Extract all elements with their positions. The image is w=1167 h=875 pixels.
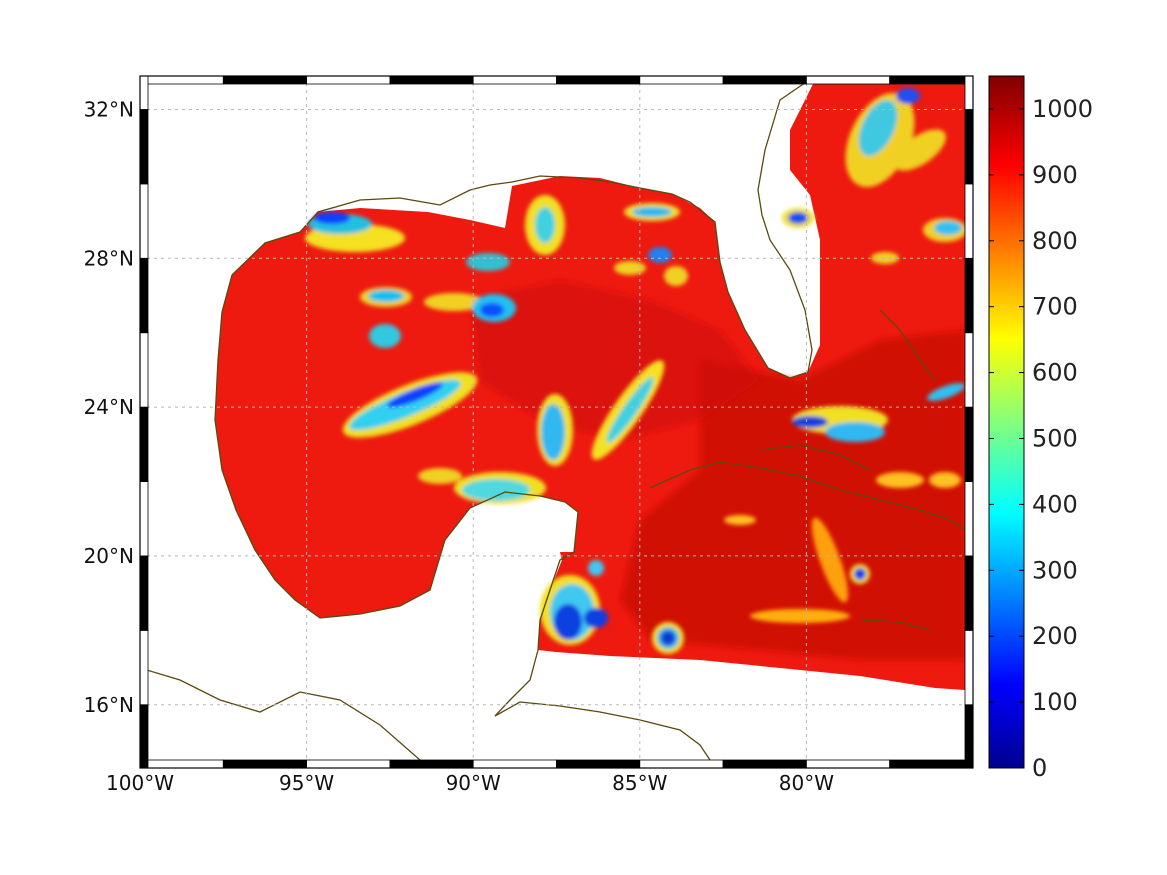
colorbar-tick-label: 100: [1032, 688, 1078, 716]
frame-segment-right: [964, 183, 974, 259]
frame-segment-left: [139, 481, 149, 557]
frame-segment-top: [139, 75, 224, 85]
frame-segment-top: [306, 75, 391, 85]
map-frame: [139, 75, 974, 769]
low-value-features: [305, 88, 967, 654]
frame-segment-left: [139, 183, 149, 259]
frame-segment-bottom: [889, 759, 974, 769]
frame-segment-top: [222, 75, 308, 85]
frame-segment-top: [389, 75, 474, 85]
colorbar-tick-label: 200: [1032, 622, 1078, 650]
frame-segment-bottom: [306, 759, 391, 769]
colorbar-gradient: [988, 75, 1025, 769]
frame-segment-right: [964, 406, 974, 482]
frame-outline: [139, 75, 974, 769]
frame-segment-top: [472, 75, 557, 85]
x-tick-labels: 100°W 95°W 90°W 85°W 80°W: [106, 771, 834, 795]
colorbar-tick-label: 1000: [1032, 95, 1093, 123]
colorbar-ticks: 0 100 200 300 400 500 600 700 800 900 1000: [989, 95, 1093, 782]
field-dark-center: [470, 280, 760, 440]
frame-segment-top: [722, 75, 807, 85]
frame-segment-left: [139, 332, 149, 408]
y-tick-labels: 32°N 28°N 24°N 20°N 16°N: [84, 97, 134, 716]
frame-segment-right: [964, 555, 974, 631]
frame-segment-left: [139, 704, 149, 769]
frame-segment-left: [139, 109, 149, 185]
y-tick-label: 20°N: [84, 544, 134, 568]
frame-segment-bottom: [639, 759, 724, 769]
frame-segment-top: [889, 75, 974, 85]
frame-segment-top: [556, 75, 641, 85]
coastlines: [140, 76, 966, 768]
x-tick-label: 90°W: [446, 771, 501, 795]
colorbar-tick-label: 300: [1032, 556, 1078, 584]
frame-segment-left: [139, 75, 149, 110]
frame-segment-right: [964, 629, 974, 706]
colorbar-tick-label: 900: [1032, 161, 1078, 189]
frame-segment-right: [964, 481, 974, 557]
frame-segment-bottom: [472, 759, 557, 769]
y-tick-label: 28°N: [84, 246, 134, 270]
colorbar-tick-label: 0: [1032, 754, 1047, 782]
frame-segment-right: [964, 109, 974, 185]
frame-segment-right: [964, 704, 974, 769]
x-tick-label: 100°W: [106, 771, 174, 795]
colorbar-tick-label: 500: [1032, 424, 1078, 452]
colorbar-tick-label: 800: [1032, 227, 1078, 255]
data-field: [140, 76, 967, 768]
colorbar-tick-label: 600: [1032, 359, 1078, 387]
frame-segment-bottom: [556, 759, 641, 769]
frame-segment-top: [639, 75, 724, 85]
colorbar-tick-label: 400: [1032, 490, 1078, 518]
x-tick-label: 85°W: [612, 771, 667, 795]
frame-segment-right: [964, 75, 974, 110]
frame-segment-top: [806, 75, 891, 85]
frame-segment-right: [964, 257, 974, 334]
frame-segment-left: [139, 629, 149, 706]
y-tick-label: 16°N: [84, 693, 134, 717]
frame-segment-right: [964, 332, 974, 408]
map-panel: [139, 75, 974, 769]
y-tick-label: 24°N: [84, 395, 134, 419]
y-tick-label: 32°N: [84, 97, 134, 121]
x-tick-label: 80°W: [779, 771, 834, 795]
colorbar: 0 100 200 300 400 500 600 700 800 900 1000: [988, 75, 1093, 782]
frame-segment-bottom: [139, 759, 224, 769]
frame-segment-left: [139, 555, 149, 631]
colorbar-tick-label: 700: [1032, 293, 1078, 321]
frame-segment-bottom: [389, 759, 474, 769]
frame-segment-bottom: [806, 759, 891, 769]
frame-segment-left: [139, 406, 149, 482]
frame-segment-left: [139, 257, 149, 334]
frame-segment-bottom: [222, 759, 308, 769]
x-tick-label: 95°W: [279, 771, 334, 795]
frame-segment-bottom: [722, 759, 807, 769]
